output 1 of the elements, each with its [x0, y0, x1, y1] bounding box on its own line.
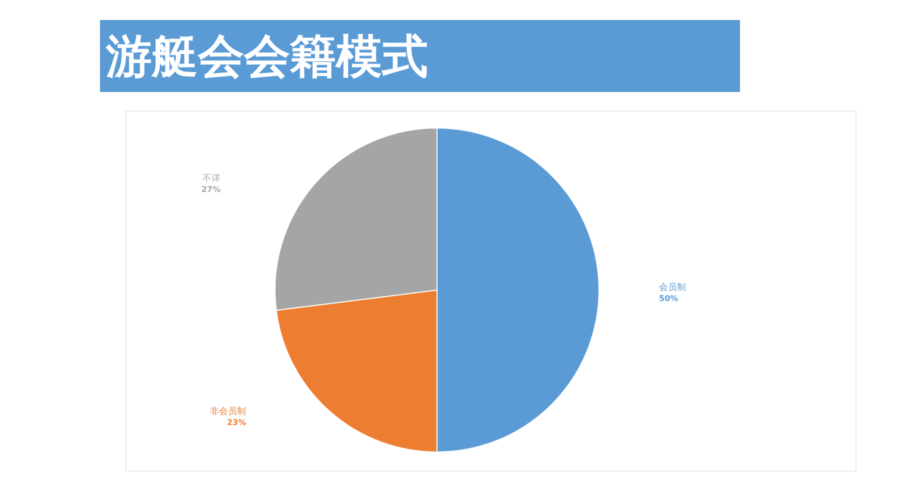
title: 游艇会会籍模式: [106, 29, 428, 83]
